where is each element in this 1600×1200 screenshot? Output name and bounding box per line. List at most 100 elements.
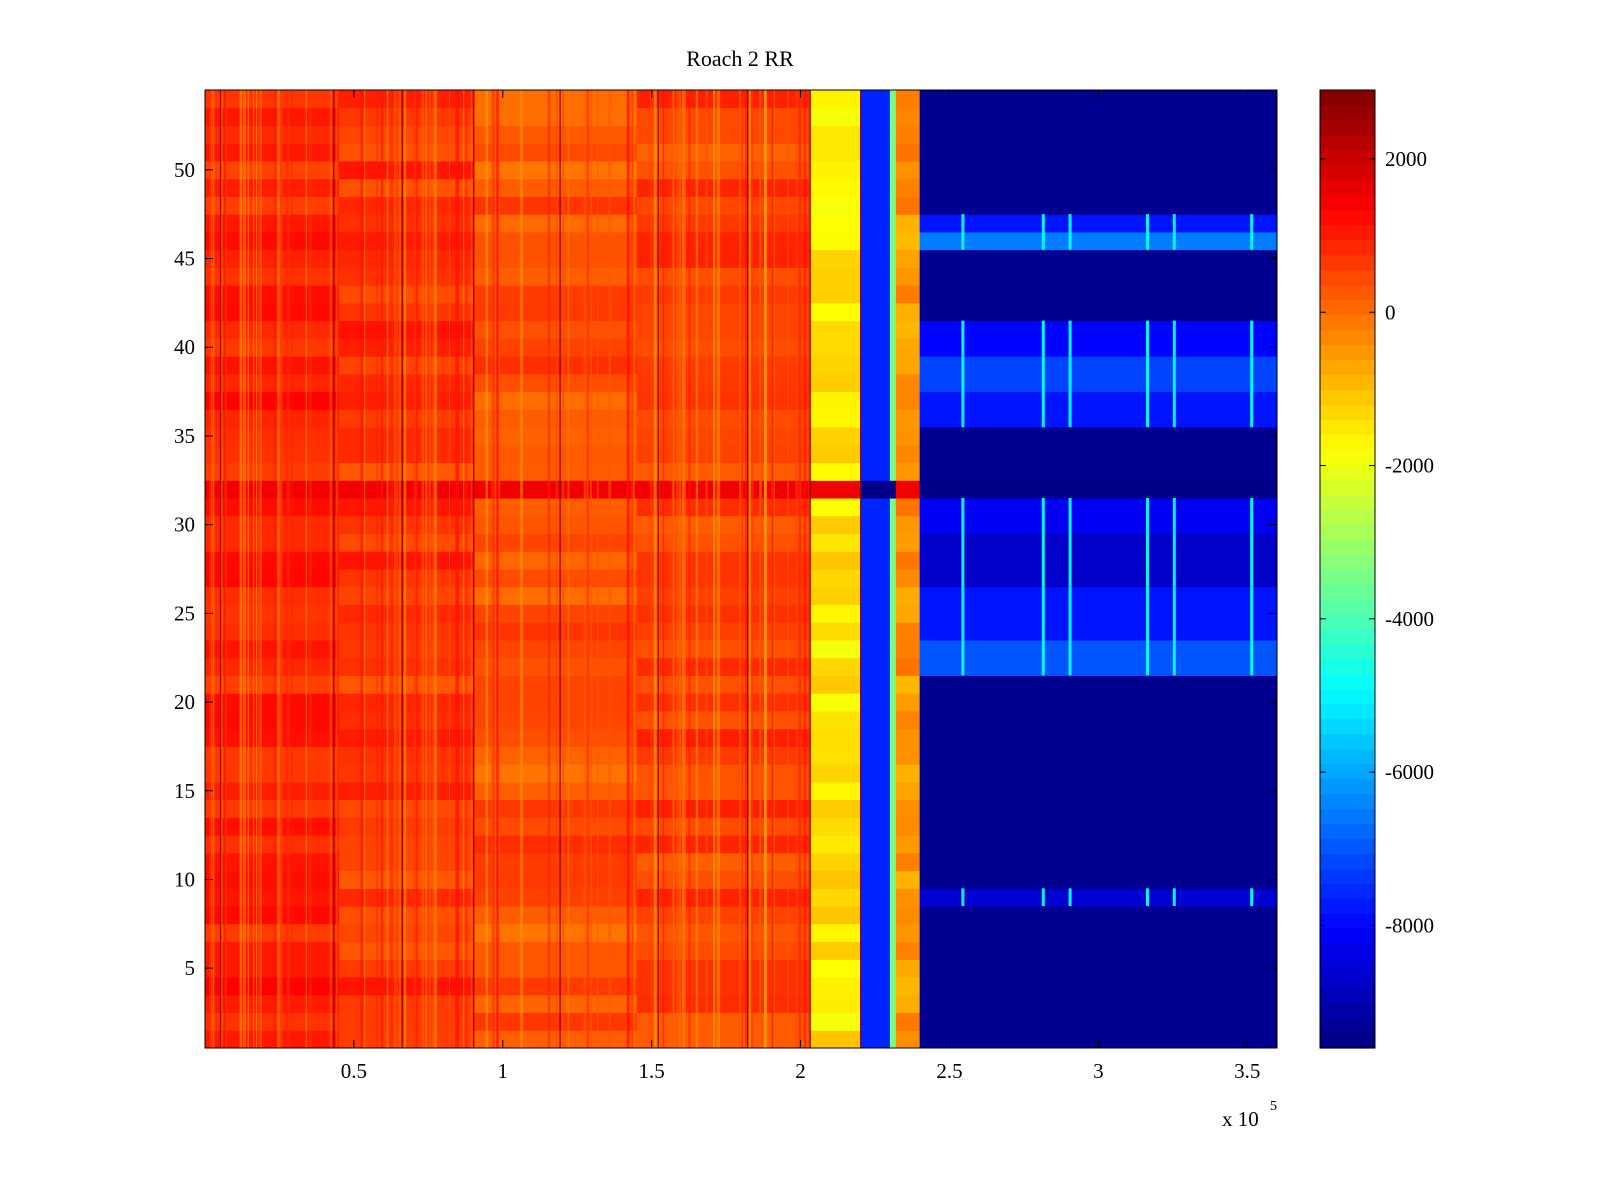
heat-cell	[895, 569, 921, 588]
heat-cell	[860, 604, 891, 623]
colorbar-step	[1320, 374, 1375, 390]
heat-cell	[809, 675, 861, 694]
heat-cell	[919, 604, 1278, 623]
heat-cell	[895, 586, 921, 605]
heat-cell	[889, 231, 897, 251]
colorbar-step	[1320, 898, 1375, 914]
heat-cell	[919, 781, 1278, 801]
heat-cell	[895, 764, 921, 783]
heat-cell	[889, 285, 897, 304]
heat-cell	[809, 391, 861, 410]
colorbar-step	[1320, 569, 1375, 585]
texture-stripe	[773, 90, 775, 1048]
heat-cell	[339, 728, 474, 747]
bright-column-line	[1250, 320, 1254, 357]
colorbar-tick-label: -8000	[1385, 913, 1434, 937]
heat-cell	[889, 409, 897, 428]
bright-column-line	[1172, 356, 1176, 392]
texture-stripe	[413, 90, 417, 1048]
heat-cell	[895, 941, 921, 960]
heat-cell	[895, 622, 921, 641]
heat-cell	[339, 285, 474, 304]
heat-cell	[860, 196, 891, 215]
heat-cell	[860, 639, 891, 659]
texture-stripe	[678, 90, 682, 1048]
heat-cell	[895, 888, 921, 907]
colorbar-step	[1320, 613, 1375, 630]
bright-column-line	[1172, 391, 1176, 428]
colorbar-step	[1320, 419, 1375, 435]
heat-cell	[339, 781, 474, 801]
heat-cell	[895, 710, 921, 730]
y-tick-label: 45	[174, 247, 195, 271]
colorbar-step	[1320, 134, 1375, 151]
heat-cell	[473, 160, 638, 180]
heat-cell	[895, 675, 921, 694]
heat-cell	[339, 675, 474, 694]
heat-cell	[473, 107, 638, 126]
heat-cell	[339, 852, 474, 872]
heat-cell	[809, 569, 861, 588]
heat-cell	[860, 764, 891, 783]
heat-cell	[919, 835, 1278, 854]
heat-cell	[895, 444, 921, 464]
x-tick-label: 1	[498, 1059, 509, 1083]
bright-column-line	[1041, 391, 1045, 428]
heat-cell	[889, 639, 897, 659]
heat-cell	[919, 285, 1278, 304]
colorbar-step	[1320, 778, 1375, 795]
heat-cell	[339, 710, 474, 730]
texture-stripe	[795, 90, 799, 1048]
heat-cell	[473, 302, 638, 322]
heat-cell	[339, 994, 474, 1014]
heat-cell	[339, 515, 474, 535]
heat-cell	[919, 302, 1278, 322]
heat-cell	[809, 214, 861, 233]
colorbar-step	[1320, 164, 1375, 181]
heat-cell	[895, 462, 921, 481]
heat-cell	[809, 604, 861, 623]
heat-cell	[473, 906, 638, 925]
texture-stripe	[399, 90, 401, 1048]
bright-column-line	[1068, 498, 1072, 534]
heat-cell	[473, 533, 638, 552]
heat-cell	[339, 178, 474, 197]
heat-cell	[895, 391, 921, 410]
texture-stripe	[520, 90, 524, 1048]
colorbar-gradient	[1320, 90, 1375, 1049]
texture-stripe	[274, 90, 276, 1048]
x-axis: 0.5 1 1.5 2 2.5 3 3.5	[341, 90, 1260, 1083]
heat-cell	[895, 90, 921, 109]
heat-cell	[339, 622, 474, 641]
texture-stripe	[745, 90, 748, 1048]
heat-cell	[473, 799, 638, 818]
texture-stripe	[212, 90, 215, 1048]
heat-cell	[860, 994, 891, 1014]
heat-cell	[919, 143, 1278, 162]
heat-cell	[809, 781, 861, 801]
heat-cell	[889, 391, 897, 410]
heat-cell	[339, 835, 474, 854]
heat-cell	[809, 125, 861, 144]
texture-stripe	[491, 90, 494, 1048]
heat-cell	[919, 1012, 1278, 1031]
heat-cell	[889, 622, 897, 641]
heat-cell	[860, 941, 891, 960]
heat-cell	[809, 444, 861, 464]
bright-column-line	[1145, 586, 1149, 640]
heat-cell	[889, 178, 897, 197]
bright-column-line	[1041, 888, 1045, 907]
heat-cell	[339, 143, 474, 162]
heat-cell	[339, 125, 474, 144]
heat-cell	[473, 604, 638, 623]
bright-column-line	[1172, 214, 1176, 232]
heat-cell	[860, 888, 891, 907]
texture-stripe	[457, 90, 460, 1048]
x-tick-label: 1.5	[639, 1059, 665, 1083]
colorbar-step	[1320, 853, 1375, 869]
bright-column-line	[1145, 356, 1149, 392]
heat-cell	[860, 586, 891, 605]
heat-cell	[339, 196, 474, 215]
texture-stripe	[210, 90, 213, 1048]
texture-stripe	[255, 90, 258, 1048]
